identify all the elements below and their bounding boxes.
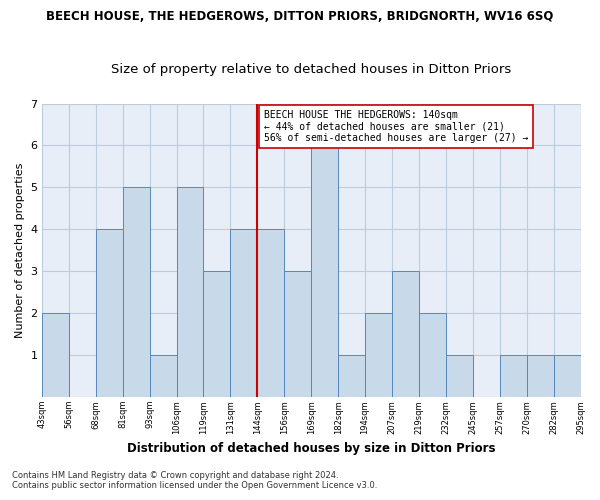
Bar	[42, 314, 69, 397]
X-axis label: Distribution of detached houses by size in Ditton Priors: Distribution of detached houses by size …	[127, 442, 496, 455]
Bar	[203, 272, 230, 397]
Title: Size of property relative to detached houses in Ditton Priors: Size of property relative to detached ho…	[111, 63, 511, 76]
Bar	[338, 355, 365, 397]
Bar	[176, 188, 203, 397]
Bar	[554, 355, 581, 397]
Bar	[122, 188, 149, 397]
Bar	[257, 230, 284, 397]
Text: BEECH HOUSE THE HEDGEROWS: 140sqm
← 44% of detached houses are smaller (21)
56% : BEECH HOUSE THE HEDGEROWS: 140sqm ← 44% …	[264, 110, 529, 143]
Bar	[230, 230, 257, 397]
Bar	[500, 355, 527, 397]
Text: BEECH HOUSE, THE HEDGEROWS, DITTON PRIORS, BRIDGNORTH, WV16 6SQ: BEECH HOUSE, THE HEDGEROWS, DITTON PRIOR…	[46, 10, 554, 23]
Bar	[419, 314, 446, 397]
Bar	[96, 230, 122, 397]
Bar	[527, 355, 554, 397]
Y-axis label: Number of detached properties: Number of detached properties	[15, 162, 25, 338]
Bar	[392, 272, 419, 397]
Bar	[365, 314, 392, 397]
Bar	[311, 146, 338, 397]
Bar	[284, 272, 311, 397]
Bar	[446, 355, 473, 397]
Text: Contains HM Land Registry data © Crown copyright and database right 2024.
Contai: Contains HM Land Registry data © Crown c…	[12, 470, 377, 490]
Bar	[149, 355, 176, 397]
